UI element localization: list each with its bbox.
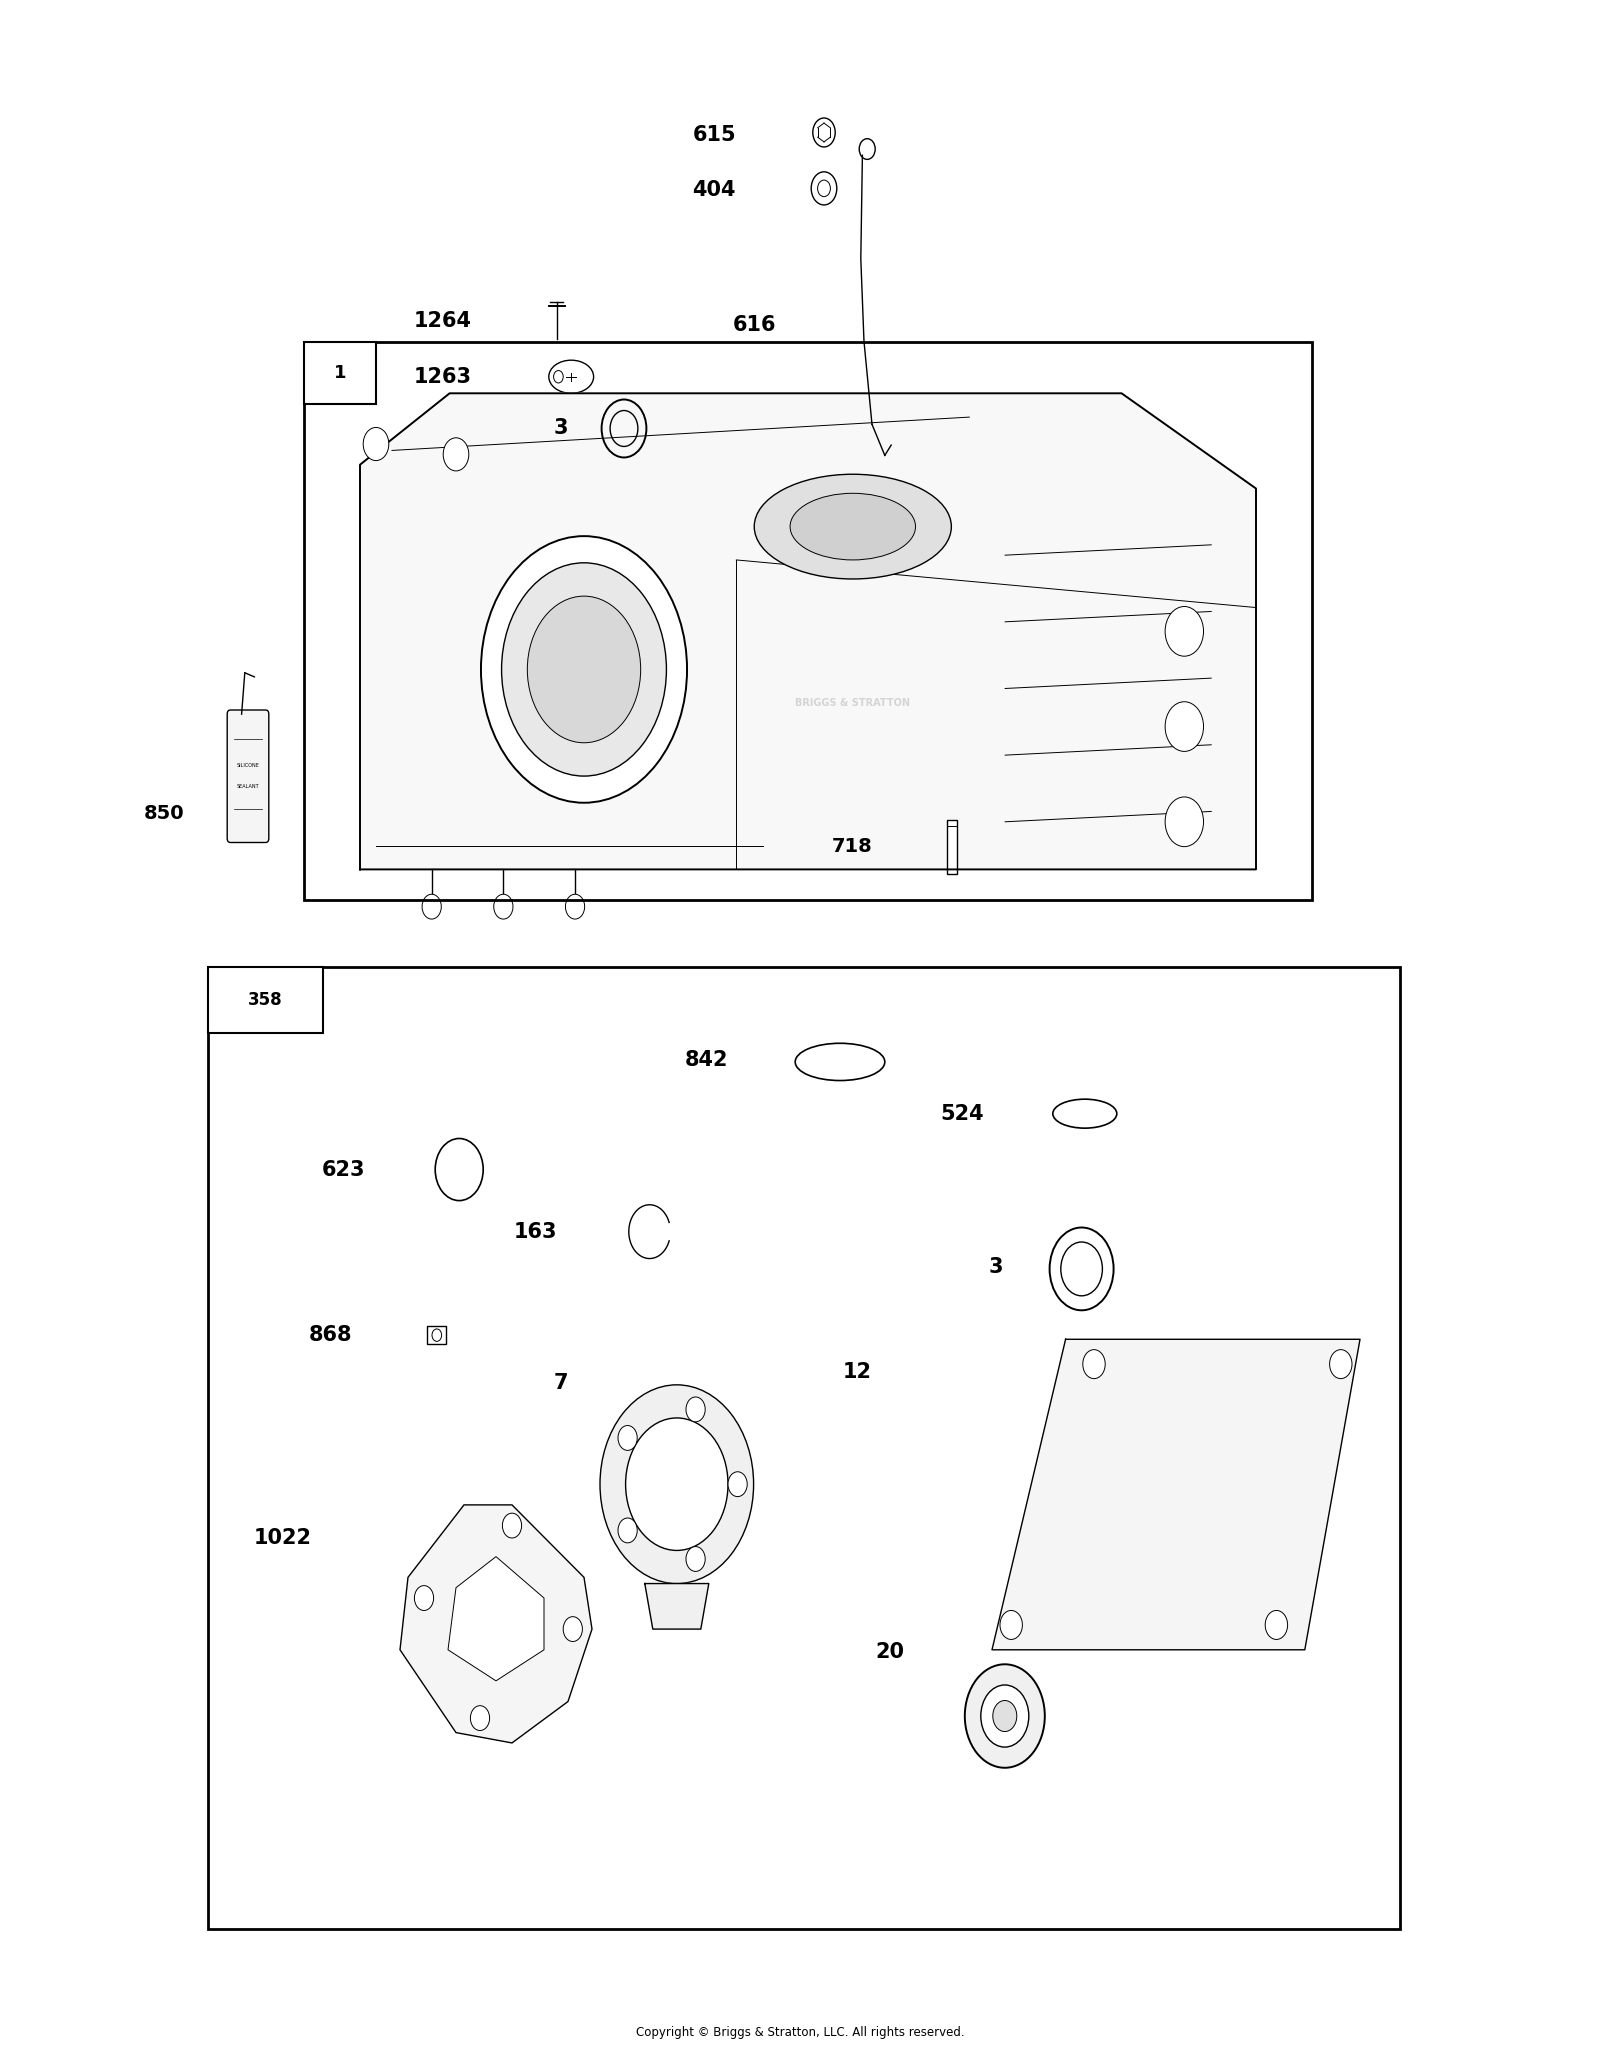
Bar (208, 967, 1400, 1929)
Circle shape (443, 439, 469, 472)
Text: Copyright © Briggs & Stratton, LLC. All rights reserved.: Copyright © Briggs & Stratton, LLC. All … (635, 2027, 965, 2039)
Circle shape (618, 1426, 637, 1451)
Circle shape (414, 1586, 434, 1610)
Circle shape (565, 894, 584, 919)
Bar (304, 342, 376, 404)
Text: 623: 623 (322, 1159, 365, 1180)
Circle shape (728, 1472, 747, 1497)
Text: 404: 404 (693, 180, 736, 201)
Circle shape (686, 1546, 706, 1571)
Text: 850: 850 (144, 803, 184, 824)
Circle shape (686, 1397, 706, 1422)
Text: 12: 12 (843, 1362, 872, 1383)
Circle shape (494, 894, 514, 919)
Circle shape (981, 1685, 1029, 1747)
Text: 615: 615 (693, 124, 736, 145)
Circle shape (1083, 1350, 1106, 1379)
Circle shape (501, 563, 667, 776)
Text: 3: 3 (989, 1256, 1003, 1277)
Circle shape (363, 428, 389, 462)
Text: 163: 163 (514, 1221, 557, 1242)
Circle shape (528, 596, 640, 743)
Circle shape (1000, 1610, 1022, 1639)
Text: 616: 616 (733, 315, 776, 335)
Text: 868: 868 (309, 1325, 352, 1346)
Ellipse shape (754, 474, 952, 580)
Text: 1: 1 (334, 364, 346, 381)
Text: SEALANT: SEALANT (237, 785, 259, 789)
PathPatch shape (400, 1505, 592, 1743)
Circle shape (1330, 1350, 1352, 1379)
Circle shape (1165, 702, 1203, 751)
Text: 524: 524 (941, 1103, 984, 1124)
Circle shape (600, 1385, 754, 1584)
Text: 842: 842 (685, 1049, 728, 1070)
Circle shape (1165, 797, 1203, 847)
Circle shape (1266, 1610, 1288, 1639)
Text: BRIGGS & STRATTON: BRIGGS & STRATTON (795, 698, 910, 708)
Ellipse shape (790, 493, 915, 561)
Text: 1022: 1022 (254, 1528, 312, 1548)
Circle shape (992, 1702, 1018, 1731)
Circle shape (422, 894, 442, 919)
Text: 358: 358 (248, 992, 283, 1008)
Circle shape (482, 536, 686, 803)
Text: 1263: 1263 (414, 366, 472, 387)
Text: SILICONE: SILICONE (237, 764, 259, 768)
Text: 7: 7 (554, 1372, 568, 1393)
Text: 20: 20 (875, 1642, 904, 1662)
Circle shape (1165, 607, 1203, 656)
FancyBboxPatch shape (227, 710, 269, 842)
PathPatch shape (448, 1557, 544, 1681)
Bar (427, 1327, 446, 1343)
Polygon shape (992, 1339, 1360, 1650)
Text: 1264: 1264 (414, 310, 472, 331)
Polygon shape (360, 393, 1256, 869)
Circle shape (470, 1706, 490, 1731)
Bar (947, 820, 957, 874)
Bar (304, 342, 1312, 900)
Circle shape (563, 1617, 582, 1642)
Text: 3: 3 (554, 418, 568, 439)
Circle shape (626, 1418, 728, 1550)
Text: 718: 718 (832, 836, 872, 857)
Circle shape (965, 1664, 1045, 1768)
Circle shape (502, 1513, 522, 1538)
Bar (208, 967, 323, 1033)
Polygon shape (645, 1584, 709, 1629)
Circle shape (618, 1517, 637, 1542)
